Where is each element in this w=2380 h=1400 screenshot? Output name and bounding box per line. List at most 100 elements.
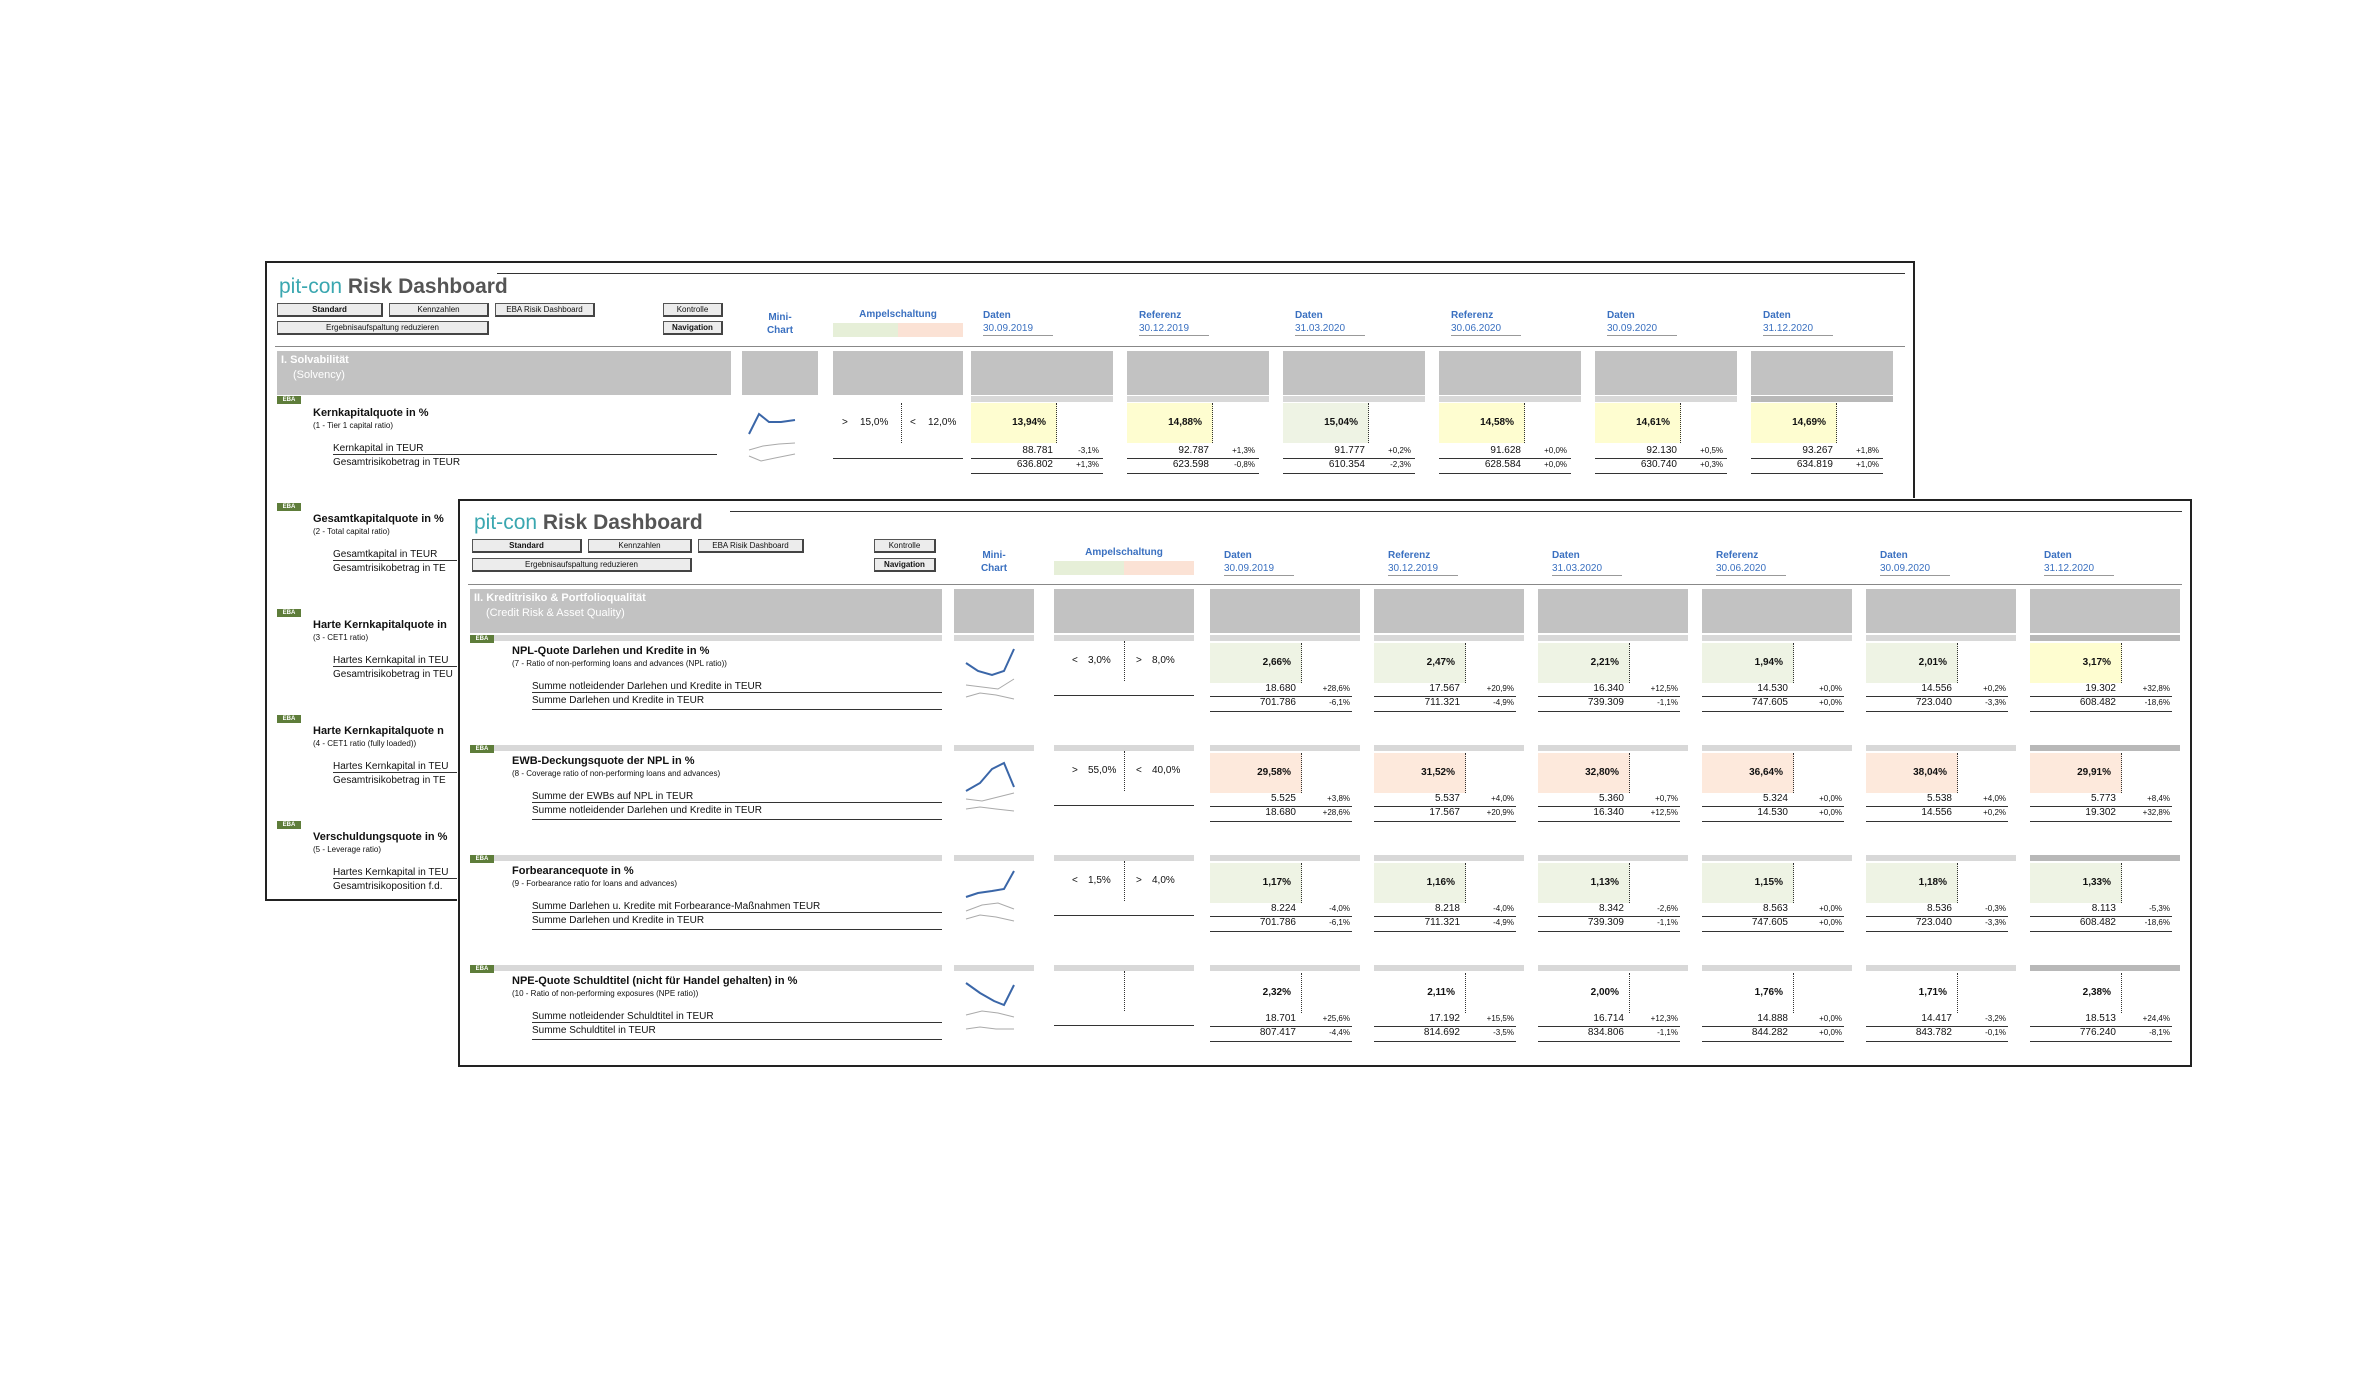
- kpi-value-cell: 1,94%: [1702, 643, 1794, 683]
- standard-button[interactable]: Standard: [472, 539, 582, 553]
- row-underline: [2030, 711, 2172, 712]
- row-label: Summe notleidender Schuldtitel in TEUR: [532, 1011, 942, 1023]
- navigation-button[interactable]: Navigation: [663, 321, 723, 335]
- row-top-bar: [954, 965, 1034, 971]
- row1-value: 5.538: [1926, 793, 1952, 804]
- kpi-value-cell: 2,00%: [1538, 973, 1630, 1013]
- mini-chart-header: Mini- Chart: [980, 550, 1008, 574]
- row-underline: [2030, 821, 2172, 822]
- row1-change: +0,0%: [1819, 684, 1842, 693]
- row-underline: [1538, 821, 1680, 822]
- kennzahlen-button[interactable]: Kennzahlen: [389, 303, 489, 317]
- row1-change: +0,2%: [1983, 684, 2006, 693]
- row-label: Hartes Kernkapital in TEU: [333, 761, 533, 773]
- threshold-op-1: >: [842, 417, 848, 428]
- kpi-value-cell: 29,91%: [2030, 753, 2122, 793]
- eba-risk-dashboard-button[interactable]: EBA Risik Dashboard: [495, 303, 595, 317]
- kontrolle-button[interactable]: Kontrolle: [874, 539, 936, 553]
- row-underline: [2030, 806, 2172, 807]
- row1-change: -4,0%: [1493, 904, 1514, 913]
- row2-change: -6,1%: [1329, 918, 1350, 927]
- column-label: Daten: [1607, 310, 1635, 321]
- column-label: Referenz: [1716, 550, 1759, 561]
- row-underline: [1866, 931, 2008, 932]
- column-date: 30.09.2019: [983, 322, 1054, 336]
- ampel-color-bar: [833, 323, 963, 337]
- row-label: Summe Darlehen und Kredite in TEUR: [532, 915, 705, 926]
- kpi-subtitle: (3 - CET1 ratio): [313, 633, 369, 642]
- row1-value: 8.224: [1270, 903, 1296, 914]
- kpi-value-cell: 2,66%: [1210, 643, 1302, 683]
- kpi-value-cell: 1,76%: [1702, 973, 1794, 1013]
- column-label: Referenz: [1451, 310, 1494, 321]
- row-label: Summe Schuldtitel in TEUR: [532, 1025, 656, 1036]
- row-underline: [1283, 473, 1415, 474]
- kpi-value-cell: 15,04%: [1283, 403, 1369, 443]
- row2-value: 723.040: [1915, 697, 1952, 708]
- row-underline: [1751, 458, 1883, 459]
- row-top-bar: [1054, 745, 1194, 751]
- row-underline: [1439, 473, 1571, 474]
- section-header-box: [833, 351, 963, 395]
- section-header-box: [1866, 589, 2016, 633]
- row-underline: [1374, 916, 1516, 917]
- row-underline: [1374, 821, 1516, 822]
- threshold-op-1: <: [1072, 655, 1078, 666]
- column-date: 30.09.2020: [1880, 562, 1951, 576]
- kpi-value-cell: 1,16%: [1374, 863, 1466, 903]
- row1-change: +12,3%: [1650, 1014, 1678, 1023]
- navigation-button[interactable]: Navigation: [874, 558, 936, 572]
- value-top-bar: [1210, 745, 1360, 751]
- eba-risk-dashboard-button[interactable]: EBA Risik Dashboard: [698, 539, 804, 553]
- section-header-box: [1538, 589, 1688, 633]
- value-top-bar: [1538, 745, 1688, 751]
- row-underline: [1866, 821, 2008, 822]
- column-label: Referenz: [1139, 310, 1182, 321]
- threshold-divider: [1124, 861, 1125, 901]
- row1-value: 93.267: [1802, 445, 1833, 456]
- row1-value: 8.113: [2091, 903, 2116, 914]
- row2-change: -0,8%: [1234, 460, 1255, 469]
- section-header-box: [1054, 589, 1194, 633]
- row2-change: -8,1%: [2149, 1028, 2170, 1037]
- value-top-bar: [1439, 396, 1581, 402]
- kpi-value-cell: 2,38%: [2030, 973, 2122, 1013]
- kennzahlen-button[interactable]: Kennzahlen: [588, 539, 692, 553]
- row-underline: [1702, 1026, 1844, 1027]
- section-header-box: [1702, 589, 1852, 633]
- spark-line-b: [965, 692, 1015, 700]
- row2-change: +1,0%: [1856, 460, 1879, 469]
- row1-change: +4,0%: [1491, 794, 1514, 803]
- kpi-value-cell: 1,17%: [1210, 863, 1302, 903]
- value-top-bar: [1283, 396, 1425, 402]
- value-top-bar: [1210, 855, 1360, 861]
- ergebnisaufspaltung-button[interactable]: Ergebnisaufspaltung reduzieren: [472, 558, 692, 572]
- row1-value: 91.628: [1490, 445, 1521, 456]
- row2-value: 739.309: [1587, 917, 1624, 928]
- column-date: 31.03.2020: [1295, 322, 1366, 336]
- kpi-value-cell: 2,01%: [1866, 643, 1958, 683]
- standard-button[interactable]: Standard: [277, 303, 383, 317]
- row-underline: [532, 709, 942, 710]
- row2-value: 14.530: [1757, 807, 1788, 818]
- kpi-value-cell: 14,58%: [1439, 403, 1525, 443]
- section-header-box: [1210, 589, 1360, 633]
- spark-line-b: [965, 914, 1015, 922]
- row-underline: [1210, 821, 1352, 822]
- row-underline: [971, 473, 1103, 474]
- kontrolle-button[interactable]: Kontrolle: [663, 303, 723, 317]
- row-underline: [1866, 711, 2008, 712]
- ergebnisaufspaltung-button[interactable]: Ergebnisaufspaltung reduzieren: [277, 321, 489, 335]
- ampelschaltung-header: Ampelschaltung: [1085, 547, 1163, 558]
- row1-change: +0,0%: [1819, 794, 1842, 803]
- row-underline: [1374, 1026, 1516, 1027]
- row1-change: +0,7%: [1655, 794, 1678, 803]
- kpi-name: Kernkapitalquote in %: [313, 407, 429, 419]
- value-top-bar: [1374, 855, 1524, 861]
- dashboard-title: pit-con Risk Dashboard: [474, 511, 703, 534]
- row-underline: [1210, 1026, 1352, 1027]
- row-underline: [1054, 805, 1194, 806]
- column-date: 30.12.2019: [1388, 562, 1459, 576]
- kpi-subtitle: (7 - Ratio of non-performing loans and a…: [512, 659, 727, 668]
- threshold-value-2: 12,0%: [928, 417, 957, 428]
